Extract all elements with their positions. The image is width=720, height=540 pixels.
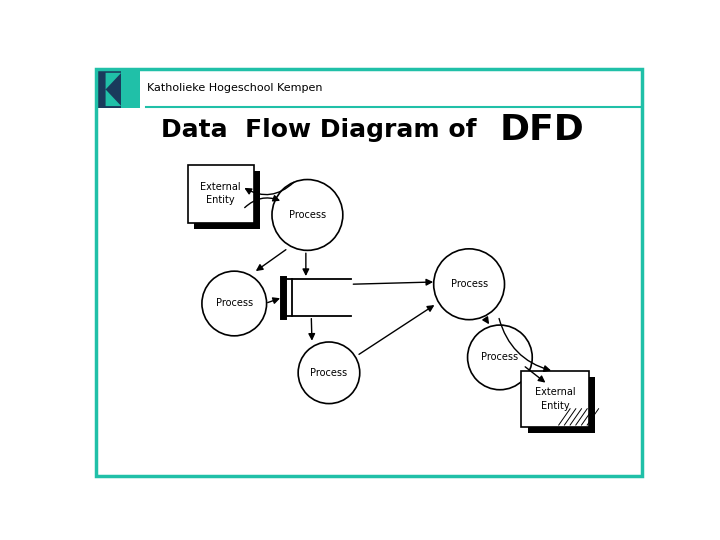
Text: Katholieke Hogeschool Kempen: Katholieke Hogeschool Kempen	[148, 83, 323, 93]
Bar	[194, 171, 260, 229]
Circle shape	[298, 342, 360, 403]
FancyBboxPatch shape	[98, 71, 121, 108]
Text: Process: Process	[310, 368, 348, 378]
Text: Data  Flow Diagram of: Data Flow Diagram of	[161, 118, 485, 142]
Text: External
Entity: External Entity	[535, 387, 576, 410]
Text: Process: Process	[289, 210, 326, 220]
Bar	[521, 372, 589, 427]
Text: Process: Process	[482, 353, 518, 362]
Circle shape	[433, 249, 505, 320]
Circle shape	[202, 271, 266, 336]
Text: Process: Process	[216, 299, 253, 308]
Text: DFD: DFD	[500, 113, 585, 147]
Circle shape	[272, 179, 343, 251]
Polygon shape	[106, 73, 121, 90]
Polygon shape	[106, 90, 121, 106]
Text: External
Entity: External Entity	[200, 182, 241, 205]
Bar	[188, 165, 253, 222]
Text: Process: Process	[451, 279, 487, 289]
Circle shape	[467, 325, 532, 390]
Bar	[528, 377, 595, 433]
FancyBboxPatch shape	[98, 71, 140, 108]
